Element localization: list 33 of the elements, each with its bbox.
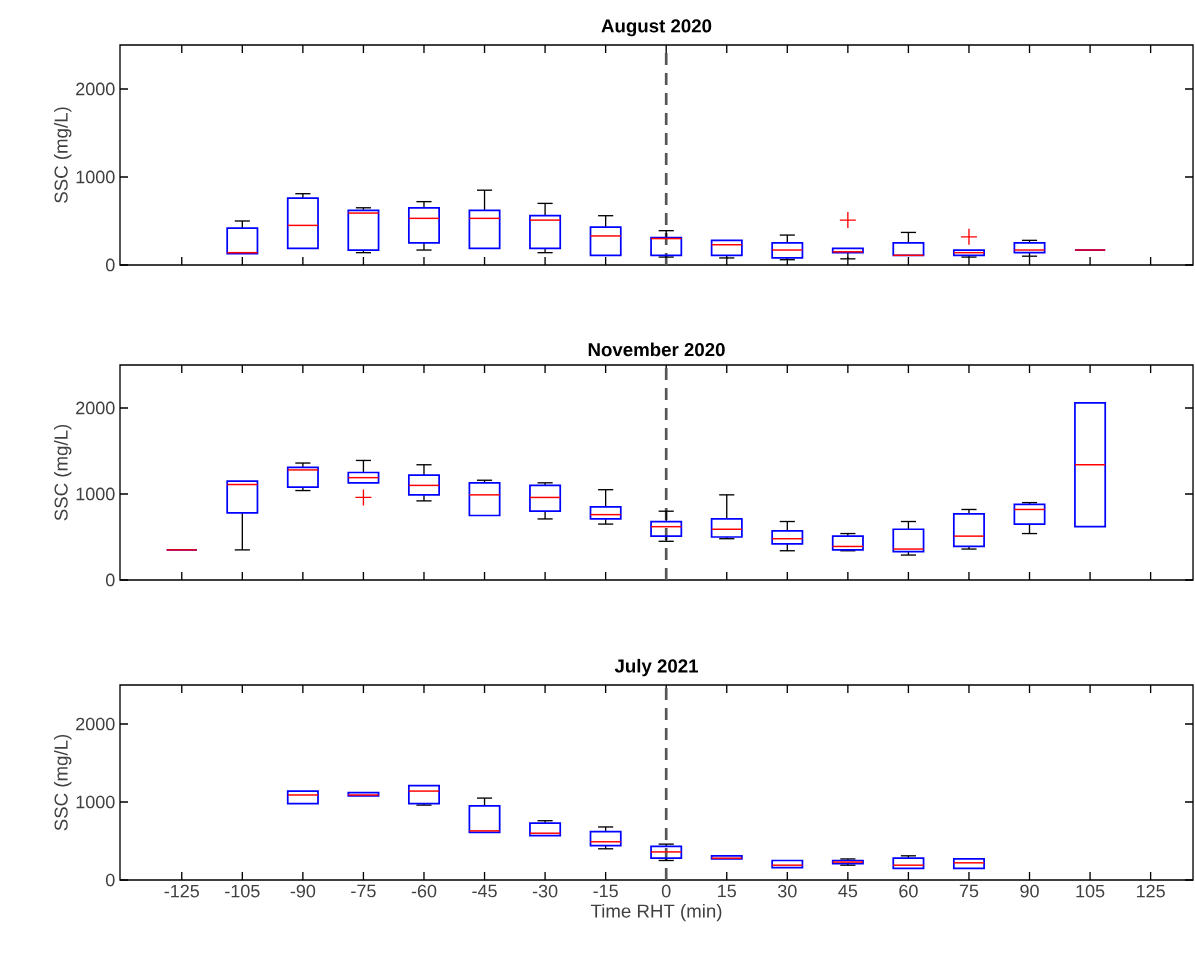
y-tick-label: 0 xyxy=(105,258,115,272)
x-tick-label: 90 xyxy=(1020,884,1039,898)
y-tick-label: 1000 xyxy=(76,795,115,809)
y-axis-title: SSC (mg/L) xyxy=(54,107,72,203)
x-tick-label: -90 xyxy=(290,884,316,898)
x-tick-label: 60 xyxy=(899,884,918,898)
x-tick-label: -45 xyxy=(472,884,497,898)
x-tick-label: 105 xyxy=(1076,884,1105,898)
x-tick-label: 75 xyxy=(959,884,979,898)
x-tick-label: -125 xyxy=(164,884,200,898)
x-tick-label: 125 xyxy=(1136,884,1165,898)
x-axis-title: Time RHT (min) xyxy=(590,903,722,922)
y-axis-title: SSC (mg/L) xyxy=(54,734,72,831)
y-axis-title: SSC (mg/L) xyxy=(54,424,72,521)
x-tick-label: -105 xyxy=(225,884,260,898)
x-tick-label: -15 xyxy=(593,884,618,898)
y-tick-label: 0 xyxy=(105,573,115,587)
chart-title: November 2020 xyxy=(588,342,725,357)
x-tick-label: 45 xyxy=(838,884,858,898)
y-tick-label: 0 xyxy=(105,873,115,887)
y-tick-label: 2000 xyxy=(76,717,115,731)
chart-title: July 2021 xyxy=(614,658,699,677)
y-tick-label: 1000 xyxy=(76,487,115,501)
chart-title: August 2020 xyxy=(601,19,712,37)
y-tick-label: 1000 xyxy=(76,170,115,184)
x-tick-label: 0 xyxy=(661,884,671,898)
y-tick-label: 2000 xyxy=(76,82,115,96)
x-tick-label: -30 xyxy=(532,884,558,898)
y-tick-label: 2000 xyxy=(76,401,115,415)
x-tick-label: -60 xyxy=(411,884,437,898)
x-tick-label: 15 xyxy=(718,884,737,898)
x-tick-label: -75 xyxy=(351,884,376,898)
x-tick-label: 30 xyxy=(777,884,797,898)
